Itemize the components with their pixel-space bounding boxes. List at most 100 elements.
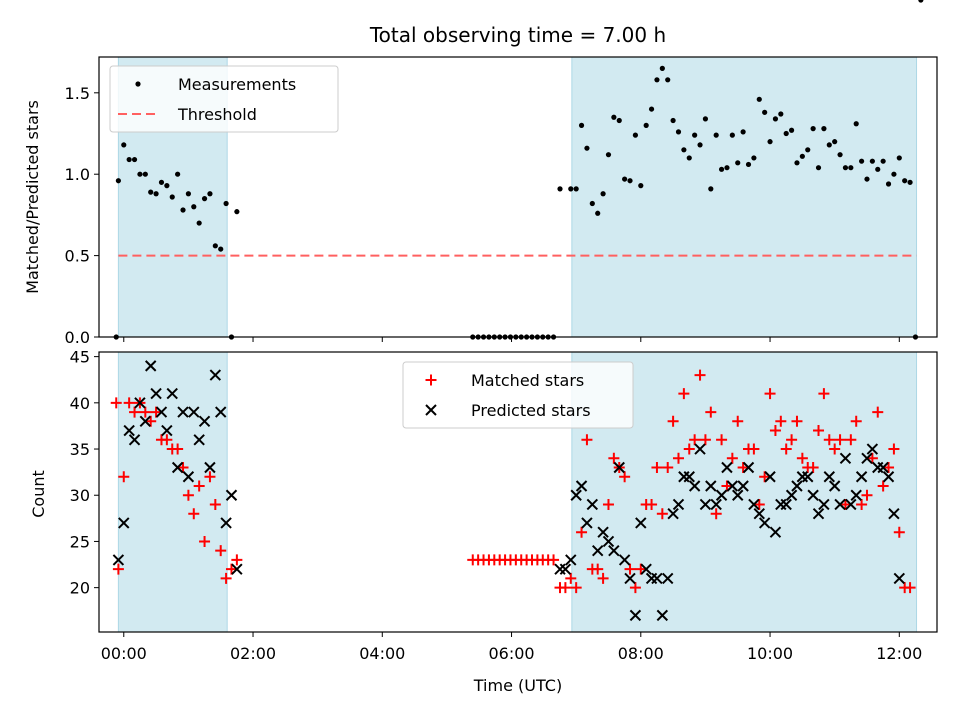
data-point bbox=[586, 498, 599, 511]
data-point bbox=[866, 452, 878, 464]
data-point bbox=[759, 471, 771, 483]
data-point bbox=[713, 132, 719, 138]
data-point bbox=[129, 406, 141, 418]
data-point bbox=[799, 153, 805, 159]
data-point bbox=[112, 554, 125, 566]
data-point bbox=[859, 158, 865, 164]
data-point bbox=[812, 508, 825, 520]
data-point bbox=[850, 489, 862, 501]
data-point bbox=[861, 489, 873, 501]
data-point bbox=[188, 406, 200, 418]
y-tick-label: 35 bbox=[70, 440, 90, 459]
data-point bbox=[864, 176, 870, 182]
data-point bbox=[123, 424, 135, 437]
data-point bbox=[218, 246, 224, 252]
data-point bbox=[185, 191, 192, 197]
y-tick-label: 20 bbox=[70, 579, 90, 598]
data-point bbox=[611, 114, 617, 120]
data-point bbox=[675, 129, 682, 135]
data-point bbox=[745, 161, 752, 168]
data-point bbox=[548, 554, 560, 566]
data-point bbox=[877, 480, 889, 492]
data-point bbox=[565, 554, 577, 566]
data-point bbox=[234, 209, 240, 215]
data-point bbox=[618, 554, 631, 566]
y-tick-label: 45 bbox=[70, 348, 90, 367]
data-point bbox=[783, 130, 789, 137]
data-point bbox=[193, 480, 205, 492]
data-point bbox=[215, 406, 227, 418]
data-point bbox=[764, 388, 776, 400]
data-point bbox=[616, 117, 622, 124]
data-point bbox=[640, 563, 652, 575]
data-point bbox=[758, 517, 771, 529]
plot-data bbox=[111, 0, 924, 622]
data-point bbox=[578, 122, 585, 128]
data-point bbox=[568, 186, 574, 192]
data-point bbox=[182, 489, 194, 501]
data-point bbox=[662, 462, 674, 474]
data-point bbox=[643, 122, 649, 128]
data-point bbox=[600, 191, 606, 197]
data-point bbox=[134, 397, 146, 409]
top-panel-legend: Measurements Threshold bbox=[109, 65, 339, 133]
x-axis-label: Time (UTC) bbox=[473, 676, 562, 695]
data-point bbox=[212, 243, 218, 249]
data-point bbox=[888, 508, 900, 520]
data-point bbox=[198, 415, 211, 428]
data-point bbox=[753, 498, 765, 510]
data-point bbox=[853, 121, 859, 127]
data-point bbox=[694, 443, 706, 455]
panel-1-data bbox=[111, 361, 916, 622]
data-point bbox=[188, 508, 200, 520]
data-point bbox=[128, 434, 141, 446]
data-point bbox=[595, 210, 601, 216]
data-point bbox=[118, 471, 130, 483]
data-point bbox=[602, 535, 615, 548]
data-point bbox=[150, 387, 162, 400]
data-point bbox=[573, 186, 579, 192]
legend-box bbox=[402, 361, 634, 429]
data-point bbox=[832, 139, 838, 145]
data-point bbox=[591, 544, 604, 557]
data-point bbox=[883, 462, 895, 474]
data-point bbox=[139, 415, 152, 428]
x-tick-label: 02:00 bbox=[230, 644, 276, 663]
data-point bbox=[613, 461, 625, 474]
y-tick-label: 25 bbox=[70, 532, 90, 551]
data-point bbox=[888, 443, 900, 455]
observing-window-shading bbox=[117, 56, 918, 633]
data-point bbox=[882, 471, 895, 483]
data-point bbox=[805, 147, 811, 153]
data-point bbox=[180, 207, 186, 213]
data-point bbox=[686, 155, 692, 161]
data-point bbox=[635, 517, 647, 529]
data-point bbox=[839, 452, 852, 464]
data-point bbox=[828, 480, 841, 492]
data-point bbox=[877, 461, 889, 474]
data-point bbox=[656, 508, 668, 520]
panel-0-data bbox=[113, 0, 924, 340]
data-point bbox=[740, 129, 746, 135]
shaded-interval-0-1 bbox=[571, 56, 918, 338]
data-point bbox=[715, 489, 728, 501]
series-measurements bbox=[113, 0, 924, 340]
legend-marker bbox=[425, 404, 437, 416]
data-point bbox=[716, 434, 728, 446]
data-point bbox=[605, 152, 612, 158]
data-point bbox=[807, 462, 819, 474]
data-point bbox=[225, 563, 237, 575]
axes: 0.0 0.5 1.0 1.5 20 25 30 35 40 45 00:00 02:00 04:00 0… bbox=[65, 56, 938, 663]
data-point bbox=[171, 461, 184, 474]
data-point bbox=[215, 545, 227, 557]
data-point bbox=[624, 563, 636, 575]
data-point bbox=[705, 406, 717, 418]
data-point bbox=[813, 425, 825, 437]
data-point bbox=[557, 186, 563, 192]
data-point bbox=[592, 563, 604, 575]
x-tick-label: 00:00 bbox=[101, 644, 147, 663]
series-matched-stars bbox=[111, 370, 916, 594]
data-point bbox=[182, 471, 195, 483]
data-point bbox=[826, 142, 832, 148]
panel-0-frame bbox=[98, 56, 938, 338]
